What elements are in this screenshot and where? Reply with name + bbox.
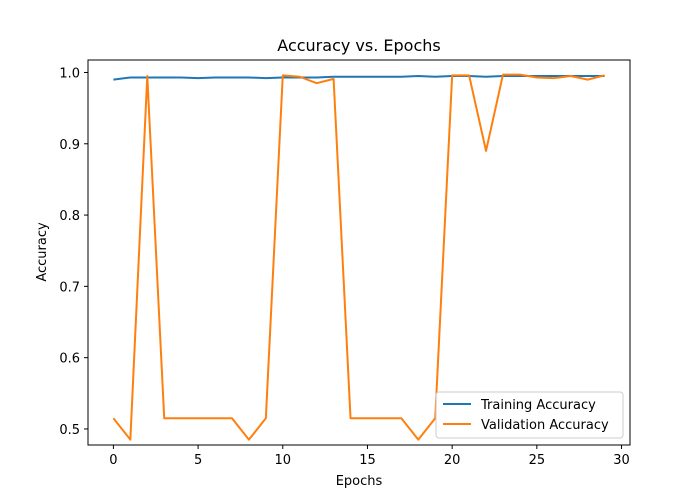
x-tick-label: 25 (529, 453, 546, 468)
y-axis-label: Accuracy (35, 222, 50, 282)
legend: Training Accuracy Validation Accuracy (435, 391, 624, 439)
y-tick-label: 0.5 (59, 423, 80, 438)
x-axis-ticks: 0 5 10 15 20 25 30 (109, 445, 630, 468)
x-tick-label: 10 (275, 453, 292, 468)
x-tick-label: 0 (109, 453, 117, 468)
y-tick-label: 1.0 (59, 66, 80, 81)
x-axis-label: Epochs (336, 474, 383, 489)
y-tick-label: 0.8 (59, 209, 80, 224)
legend-label-training: Training Accuracy (480, 398, 596, 413)
legend-label-validation: Validation Accuracy (481, 418, 609, 433)
plot-frame (87, 59, 631, 446)
y-axis-ticks: 0.5 0.6 0.7 0.8 0.9 1.0 (59, 66, 88, 438)
series-lines (112, 73, 605, 441)
y-tick-label: 0.9 (59, 138, 80, 153)
y-tick-label: 0.7 (59, 280, 80, 295)
x-tick-label: 5 (194, 453, 202, 468)
x-tick-label: 20 (444, 453, 461, 468)
x-tick-label: 30 (613, 453, 630, 468)
chart-title: Accuracy vs. Epochs (277, 36, 440, 55)
series-line-validation-accuracy (112, 73, 605, 441)
y-tick-label: 0.6 (59, 352, 80, 367)
x-tick-label: 15 (359, 453, 376, 468)
legend-box (435, 391, 624, 439)
